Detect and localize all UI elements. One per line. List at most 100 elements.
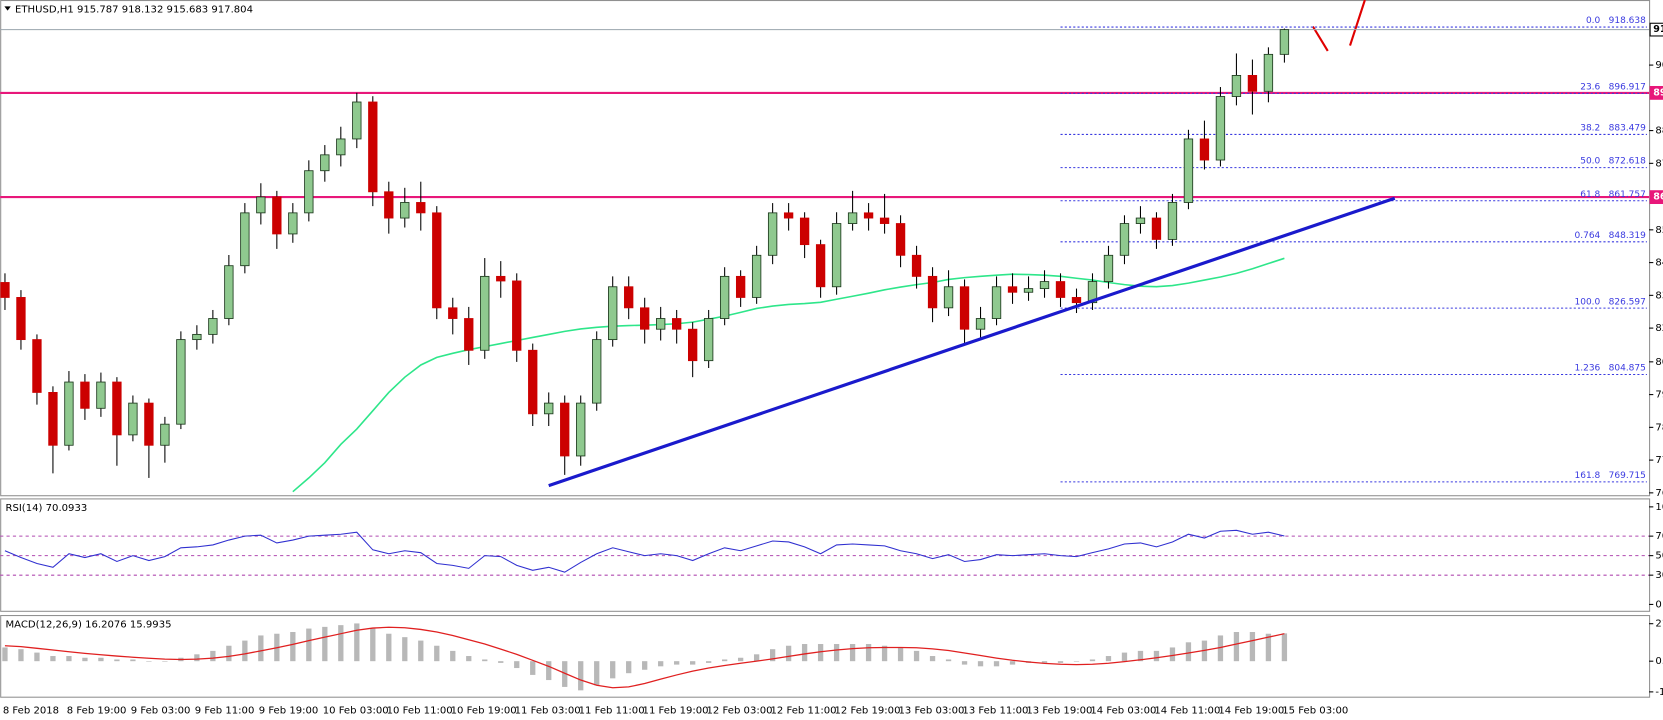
- candle-body: [911, 254, 922, 277]
- candle-body: [416, 202, 426, 214]
- candle-body: [624, 286, 634, 309]
- histogram-bar: [690, 661, 696, 665]
- x-tick-label: 9 Feb 19:00: [259, 705, 319, 716]
- histogram-bar: [1153, 650, 1160, 662]
- histogram-bar: [1281, 633, 1288, 662]
- panel-title: ETHUSD,H1 915.787 918.132 915.683 917.80…: [15, 5, 253, 16]
- histogram-bar: [897, 647, 904, 662]
- candle-body: [400, 202, 410, 219]
- fib-value: 918.638: [1609, 16, 1646, 26]
- candle-body: [991, 286, 1002, 319]
- candle-body: [959, 286, 970, 330]
- candle-body: [576, 402, 586, 457]
- collapse-icon: [4, 6, 11, 11]
- histogram-bar: [1217, 635, 1224, 662]
- y-tick-label: 809.015: [1655, 357, 1663, 368]
- indicator-line: [4, 529, 1285, 573]
- y-tick-label: 830.790: [1655, 290, 1663, 301]
- y-tick-label: 841.515: [1655, 258, 1663, 269]
- histogram-bar: [258, 635, 264, 662]
- candle-body: [544, 402, 554, 415]
- histogram-bar: [929, 656, 936, 662]
- x-tick-label: 11 Feb 19:00: [643, 705, 709, 716]
- candle-body: [1151, 217, 1162, 240]
- price-tag-label: 897.083: [1653, 87, 1663, 98]
- histogram-bar: [146, 661, 152, 662]
- candle-body: [783, 212, 794, 219]
- candle-body: [368, 101, 378, 193]
- y-tick-label: 852.240: [1655, 225, 1663, 236]
- candle-body: [160, 423, 170, 446]
- candle-body: [560, 402, 570, 457]
- histogram-bar: [498, 661, 504, 663]
- candle-body: [767, 212, 778, 256]
- fib-label: 23.6: [1580, 83, 1600, 93]
- histogram-bar: [1137, 650, 1144, 662]
- candle-body: [144, 402, 154, 446]
- fib-label: 61.8: [1580, 190, 1600, 200]
- y-tick-label: 50: [1655, 551, 1663, 562]
- candle-body: [1103, 254, 1114, 282]
- histogram-bar: [833, 644, 840, 662]
- candle-body: [16, 297, 26, 341]
- candle-body: [863, 212, 874, 219]
- histogram-bar: [1185, 642, 1192, 662]
- x-tick-label: 13 Feb 19:00: [1026, 705, 1092, 716]
- candle-body: [943, 286, 954, 309]
- x-tick-label: 12 Feb 19:00: [834, 705, 900, 716]
- candle-body: [975, 318, 986, 330]
- histogram-bar: [82, 657, 88, 662]
- histogram-bar: [1073, 661, 1080, 662]
- histogram-bar: [434, 645, 440, 662]
- candle-body: [528, 349, 538, 415]
- fib-label: 50.0: [1580, 157, 1600, 167]
- candle-body: [496, 275, 506, 282]
- histogram-bar: [210, 650, 216, 662]
- histogram-bar: [1041, 661, 1048, 663]
- x-tick-label: 12 Feb 03:00: [707, 705, 773, 716]
- histogram-bar: [546, 661, 552, 681]
- y-tick-label: 100: [1655, 502, 1663, 513]
- fib-value: 896.917: [1609, 83, 1646, 93]
- candle-body: [208, 318, 218, 335]
- histogram-bar: [386, 633, 392, 662]
- candle-body: [32, 339, 42, 393]
- histogram-bar: [1249, 632, 1256, 662]
- histogram-bar: [993, 661, 1000, 667]
- histogram-bar: [1121, 652, 1128, 662]
- candle-body: [336, 138, 346, 156]
- histogram-bar: [658, 661, 664, 667]
- histogram-bar: [114, 659, 120, 662]
- candle-body: [895, 223, 906, 256]
- fib-value: 883.479: [1609, 124, 1646, 134]
- x-tick-label: 12 Feb 11:00: [771, 705, 837, 716]
- histogram-bar: [2, 647, 8, 662]
- x-tick-label: 9 Feb 03:00: [131, 705, 191, 716]
- candle-body: [1071, 297, 1082, 304]
- candle-body: [192, 333, 202, 341]
- fib-value: 872.618: [1609, 157, 1646, 167]
- y-tick-label: 0: [1655, 599, 1661, 610]
- candle-body: [640, 307, 650, 330]
- histogram-bar: [594, 661, 600, 686]
- candle-body: [64, 381, 74, 446]
- x-tick-label: 8 Feb 2018: [3, 705, 59, 716]
- candle-body: [448, 307, 458, 319]
- price-tag-label: 862.955: [1653, 192, 1663, 203]
- candle-body: [1183, 138, 1194, 203]
- histogram-bar: [66, 656, 72, 662]
- candle-body: [879, 217, 890, 224]
- candle-body: [240, 212, 250, 267]
- histogram-bar: [98, 657, 104, 662]
- x-tick-label: 11 Feb 03:00: [515, 705, 581, 716]
- trendline: [548, 196, 1396, 488]
- histogram-bar: [610, 661, 616, 679]
- fib-label: 0.0: [1586, 16, 1601, 26]
- price-tag: [1649, 22, 1663, 37]
- x-tick-label: 8 Feb 19:00: [67, 705, 127, 716]
- histogram-bar: [514, 661, 520, 669]
- fib-value: 826.597: [1609, 297, 1646, 307]
- fib-value: 804.875: [1609, 364, 1646, 374]
- fib-label: 161.8: [1575, 471, 1601, 481]
